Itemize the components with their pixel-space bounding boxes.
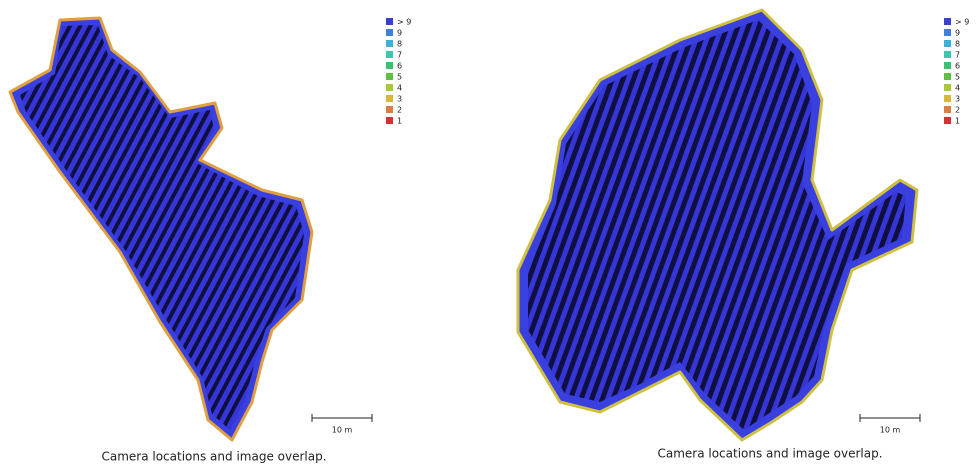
legend-swatch	[944, 117, 951, 124]
legend-label: 7	[397, 51, 402, 60]
legend-swatch	[944, 29, 951, 36]
legend-swatch	[944, 73, 951, 80]
scale-bar-label: 10 m	[880, 426, 901, 435]
legend-label: 5	[397, 73, 402, 82]
legend-swatch	[386, 29, 393, 36]
legend-swatch	[944, 51, 951, 58]
legend-label: 4	[955, 84, 960, 93]
legend-swatch	[386, 51, 393, 58]
caption: Camera locations and image overlap.	[101, 450, 326, 464]
legend-swatch	[386, 106, 393, 113]
legend-swatch	[386, 95, 393, 102]
legend-swatch	[944, 62, 951, 69]
legend-label: 7	[955, 51, 960, 60]
legend-swatch	[386, 62, 393, 69]
legend-swatch	[386, 73, 393, 80]
scale-bar-label: 10 m	[332, 426, 353, 435]
legend-swatch	[944, 18, 951, 25]
legend-label: 3	[397, 95, 402, 104]
legend-label: 3	[955, 95, 960, 104]
figure: 10 m 10 m Camera locations and image ove…	[0, 0, 976, 466]
legend-swatch	[386, 84, 393, 91]
legend-swatch	[944, 40, 951, 47]
legend-label: > 9	[397, 18, 411, 27]
legend-label: 8	[397, 40, 402, 49]
legend-swatch	[944, 84, 951, 91]
legend-swatch	[386, 117, 393, 124]
caption: Camera locations and image overlap.	[657, 447, 882, 461]
legend-swatch	[386, 40, 393, 47]
legend-label: 4	[397, 84, 402, 93]
legend-label: 9	[397, 29, 402, 38]
legend-label: 5	[955, 73, 960, 82]
legend-label: 6	[397, 62, 402, 71]
legend-label: 1	[397, 117, 402, 126]
legend-label: 1	[955, 117, 960, 126]
legend-label: 6	[955, 62, 960, 71]
legend-swatch	[944, 106, 951, 113]
right-overlap-map	[518, 10, 917, 440]
legend-label: 2	[955, 106, 960, 115]
legend-label: 2	[397, 106, 402, 115]
legend-label: 8	[955, 40, 960, 49]
legend-label: 9	[955, 29, 960, 38]
legend-swatch	[386, 18, 393, 25]
left-overlap-map	[10, 18, 312, 440]
legend-swatch	[944, 95, 951, 102]
legend-label: > 9	[955, 18, 969, 27]
